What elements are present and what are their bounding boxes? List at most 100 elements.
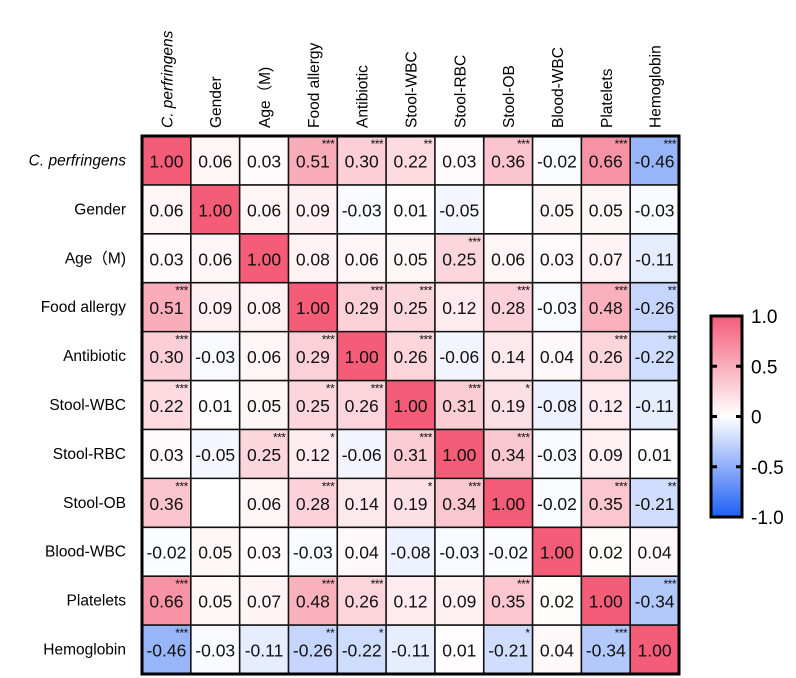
significance-stars: *** <box>468 382 481 396</box>
row-labels: C. perfringens Gender Age（M) Food allergy An… <box>29 152 127 658</box>
cell-value-label: -0.34 <box>635 592 675 612</box>
cell-fill <box>386 282 435 332</box>
cell-fill <box>142 282 191 332</box>
cell-fill <box>532 282 582 332</box>
significance-stars: ** <box>326 626 335 640</box>
heatmap-cell: -0.34*** <box>630 576 679 626</box>
significance-stars: *** <box>468 235 481 249</box>
significance-stars: * <box>525 382 530 396</box>
heatmap-cell <box>483 184 533 234</box>
significance-stars: *** <box>615 284 628 298</box>
column-label: Age（M) <box>257 67 274 128</box>
heatmap-cell: 0.05 <box>190 527 240 577</box>
heatmap-cell: 1.00 <box>434 429 484 479</box>
significance-stars: *** <box>615 479 628 493</box>
significance-stars: ** <box>668 479 677 493</box>
heatmap-cell: -0.26** <box>288 625 338 674</box>
heatmap-cell: 0.31*** <box>434 380 484 430</box>
cell-value-label: 0.08 <box>247 298 281 318</box>
cell-fill <box>532 576 582 626</box>
row-label: Stool-RBC <box>53 446 126 463</box>
cell-value-label: -0.05 <box>439 200 479 220</box>
cell-fill <box>190 331 240 381</box>
cell-value-label: 0.01 <box>638 445 672 465</box>
cell-value-label: 0.06 <box>247 347 281 367</box>
significance-stars: *** <box>663 137 676 151</box>
heatmap-cell: 0.07 <box>239 576 289 626</box>
heatmap-cell: 1.00 <box>239 233 289 283</box>
cell-value-label: -0.02 <box>537 151 577 171</box>
cell-fill <box>190 478 240 528</box>
heatmap-cell: 0.06 <box>483 233 533 283</box>
heatmap-cell: -0.08 <box>386 527 435 577</box>
heatmap-cell: 0.28*** <box>288 478 338 528</box>
cell-value-label: 0.03 <box>540 249 574 269</box>
cell-value-label: 0.06 <box>198 151 232 171</box>
cell-fill <box>434 184 484 234</box>
cell-value-label: 0.01 <box>442 641 476 661</box>
cell-value-label: -0.03 <box>195 347 235 367</box>
cell-value-label: 0.35 <box>491 592 525 612</box>
cell-fill <box>483 233 533 283</box>
cell-value-label: 0.05 <box>540 200 574 220</box>
heatmap-cell: 1.00 <box>190 184 240 234</box>
heatmap-cell: 0.25*** <box>386 282 435 332</box>
cell-value-label: 0.07 <box>247 592 281 612</box>
cell-fill <box>239 380 289 430</box>
cell-fill <box>434 380 484 430</box>
heatmap-cell: -0.03 <box>190 331 240 381</box>
heatmap-cell: 0.26*** <box>581 331 631 381</box>
cell-fill <box>483 282 533 332</box>
cell-fill <box>190 136 240 185</box>
heatmap-cell: -0.34*** <box>581 625 631 674</box>
cell-value-label: 0.12 <box>393 592 427 612</box>
cell-fill <box>142 233 191 283</box>
cell-fill <box>630 576 679 626</box>
column-label: Hemoglobin <box>648 45 665 128</box>
heatmap-cell: 0.12 <box>434 282 484 332</box>
row-label: Age（M) <box>65 250 126 267</box>
cell-value-label: -0.21 <box>488 641 528 661</box>
heatmap-cell: 0.06 <box>142 184 191 234</box>
significance-stars: * <box>525 626 530 640</box>
cell-value-label: -0.03 <box>537 445 577 465</box>
column-label: Stool-WBC <box>404 51 421 128</box>
heatmap-cell: 0.09 <box>581 429 631 479</box>
cell-fill <box>288 233 338 283</box>
cell-fill <box>532 233 582 283</box>
cell-fill <box>142 331 191 381</box>
heatmap-cell: -0.21** <box>630 478 679 528</box>
cell-value-label: 0.26 <box>345 396 379 416</box>
cell-value-label: 1.00 <box>247 249 281 269</box>
cell-value-label: 0.09 <box>296 200 330 220</box>
cell-value-label: 0.22 <box>149 396 183 416</box>
significance-stars: *** <box>517 137 530 151</box>
cell-fill <box>630 331 679 381</box>
cell-value-label: 0.02 <box>540 592 574 612</box>
significance-stars: *** <box>175 382 188 396</box>
heatmap-cell: 0.04 <box>337 527 387 577</box>
significance-stars: * <box>379 626 384 640</box>
cell-fill <box>190 282 240 332</box>
cell-fill <box>142 429 191 479</box>
heatmap-cell: 0.01 <box>190 380 240 430</box>
heatmap-cell: 0.12 <box>581 380 631 430</box>
significance-stars: *** <box>322 333 335 347</box>
cell-fill <box>386 576 435 626</box>
heatmap-cell: 0.66*** <box>142 576 191 626</box>
cell-value-label: 1.00 <box>393 396 427 416</box>
heatmap-cell: 0.08 <box>288 233 338 283</box>
cell-value-label: 0.31 <box>442 396 476 416</box>
cell-value-label: -0.21 <box>635 494 675 514</box>
cell-value-label: -0.11 <box>245 641 284 661</box>
heatmap-cell: -0.02 <box>532 478 582 528</box>
heatmap-cell: -0.03 <box>532 429 582 479</box>
heatmap-cell: -0.11 <box>386 625 435 674</box>
cell-value-label: 0.12 <box>296 445 330 465</box>
cell-value-label: 1.00 <box>540 543 574 563</box>
cell-fill <box>483 478 533 528</box>
heatmap-border <box>140 134 681 676</box>
cell-value-label: 0.66 <box>589 151 623 171</box>
significance-stars: * <box>428 479 433 493</box>
cell-fill <box>483 527 533 577</box>
